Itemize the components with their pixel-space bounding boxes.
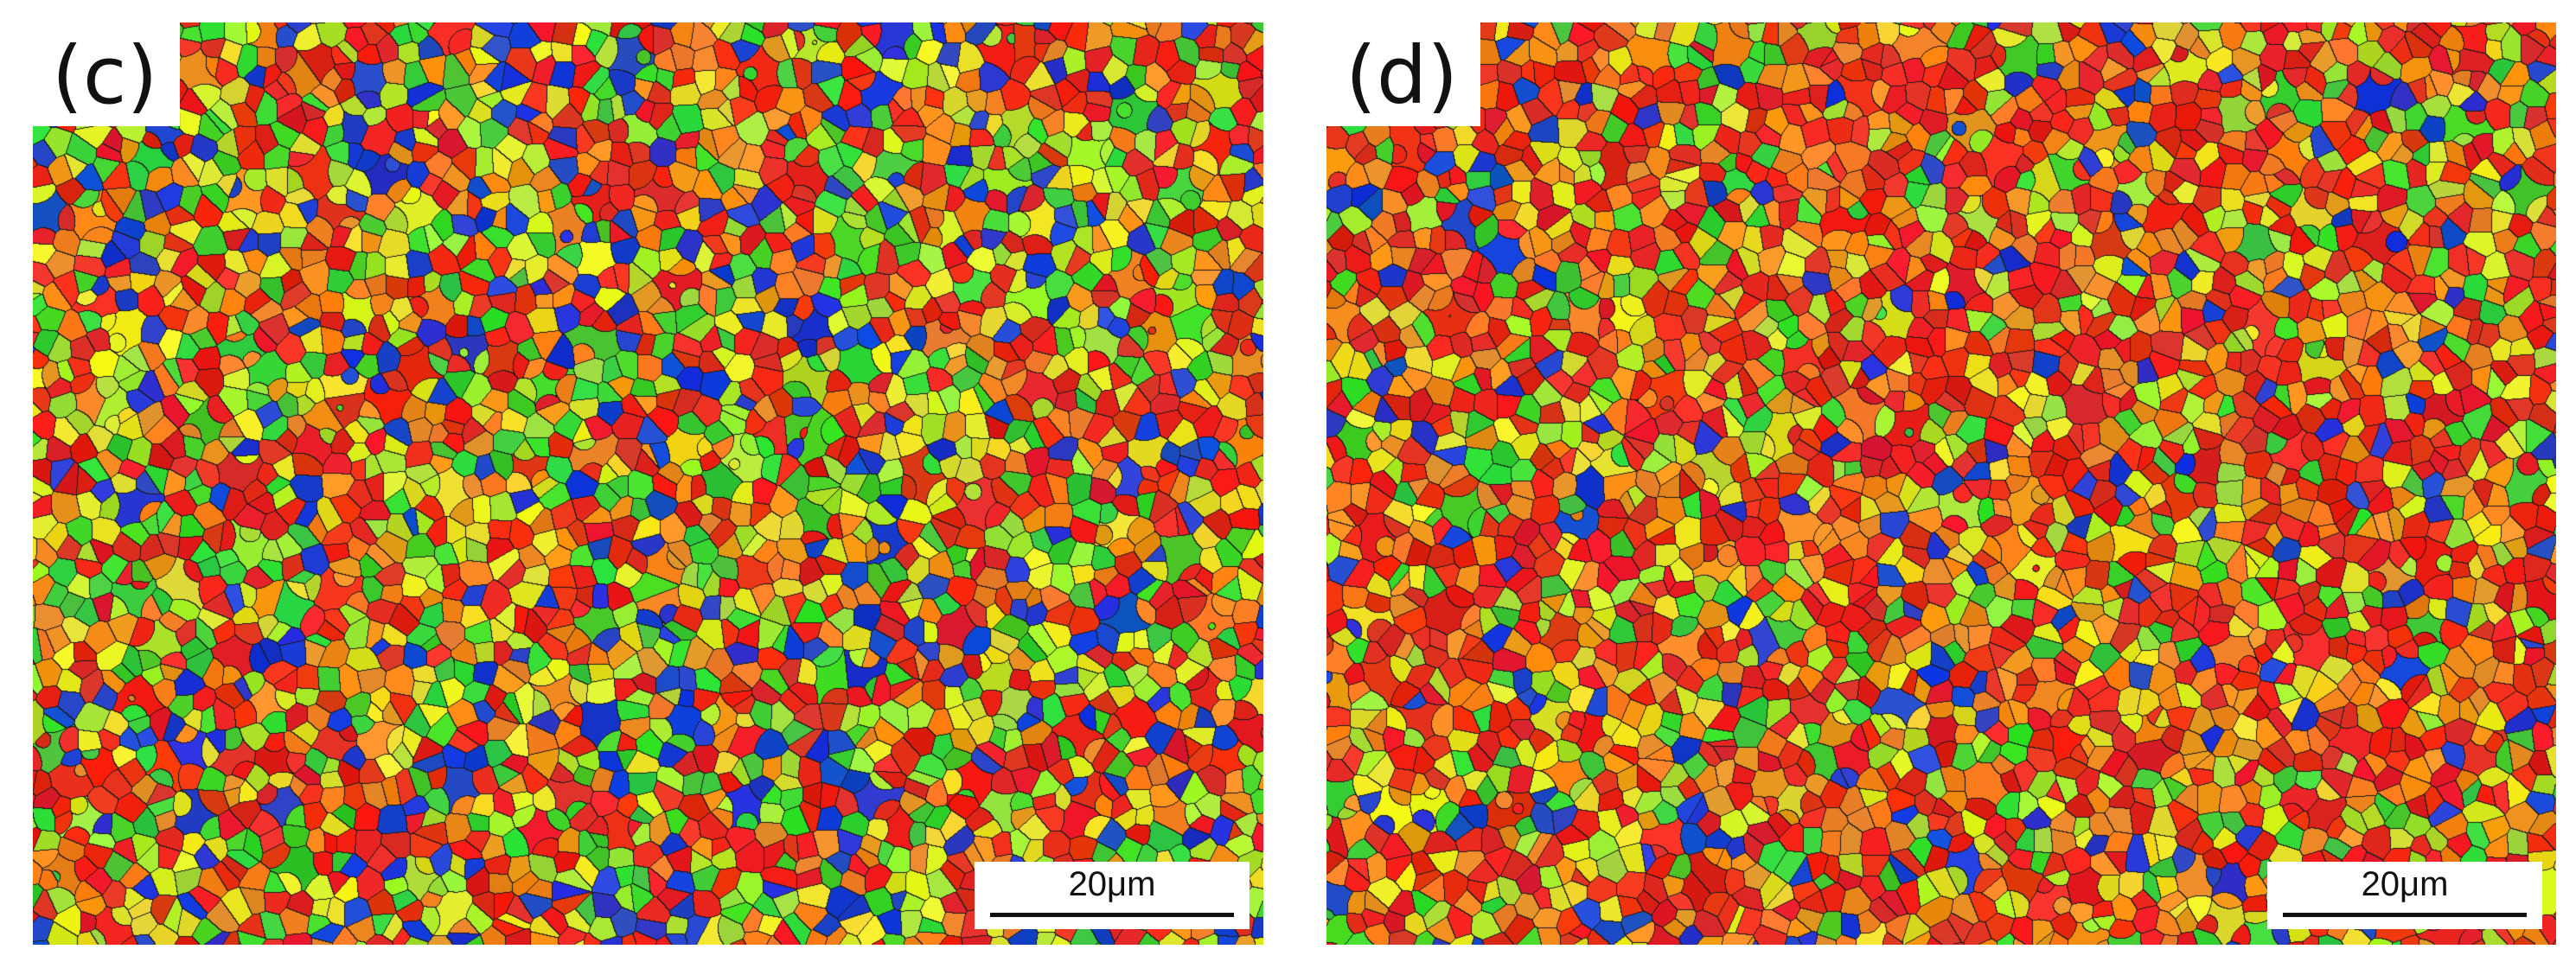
grain-orientation-map-c [33, 22, 1263, 945]
scale-bar-line-c [990, 913, 1234, 917]
panel-label-c: (c) [52, 29, 158, 122]
panel-label-d: (d) [1346, 29, 1459, 122]
ebsd-map-c: (c) 20μm [33, 22, 1263, 945]
panel-label-box-c: (c) [33, 22, 181, 126]
scale-bar-label-d: 20μm [2361, 865, 2449, 903]
scale-bar-label-c: 20μm [1068, 865, 1156, 903]
scale-bar-c: 20μm [975, 862, 1250, 929]
grain-orientation-map-d [1326, 22, 2556, 945]
scale-bar-line-d [2283, 913, 2527, 917]
panel-label-box-d: (d) [1326, 22, 1481, 126]
ebsd-map-d: (d) 20μm [1326, 22, 2556, 945]
scale-bar-d: 20μm [2267, 862, 2542, 929]
